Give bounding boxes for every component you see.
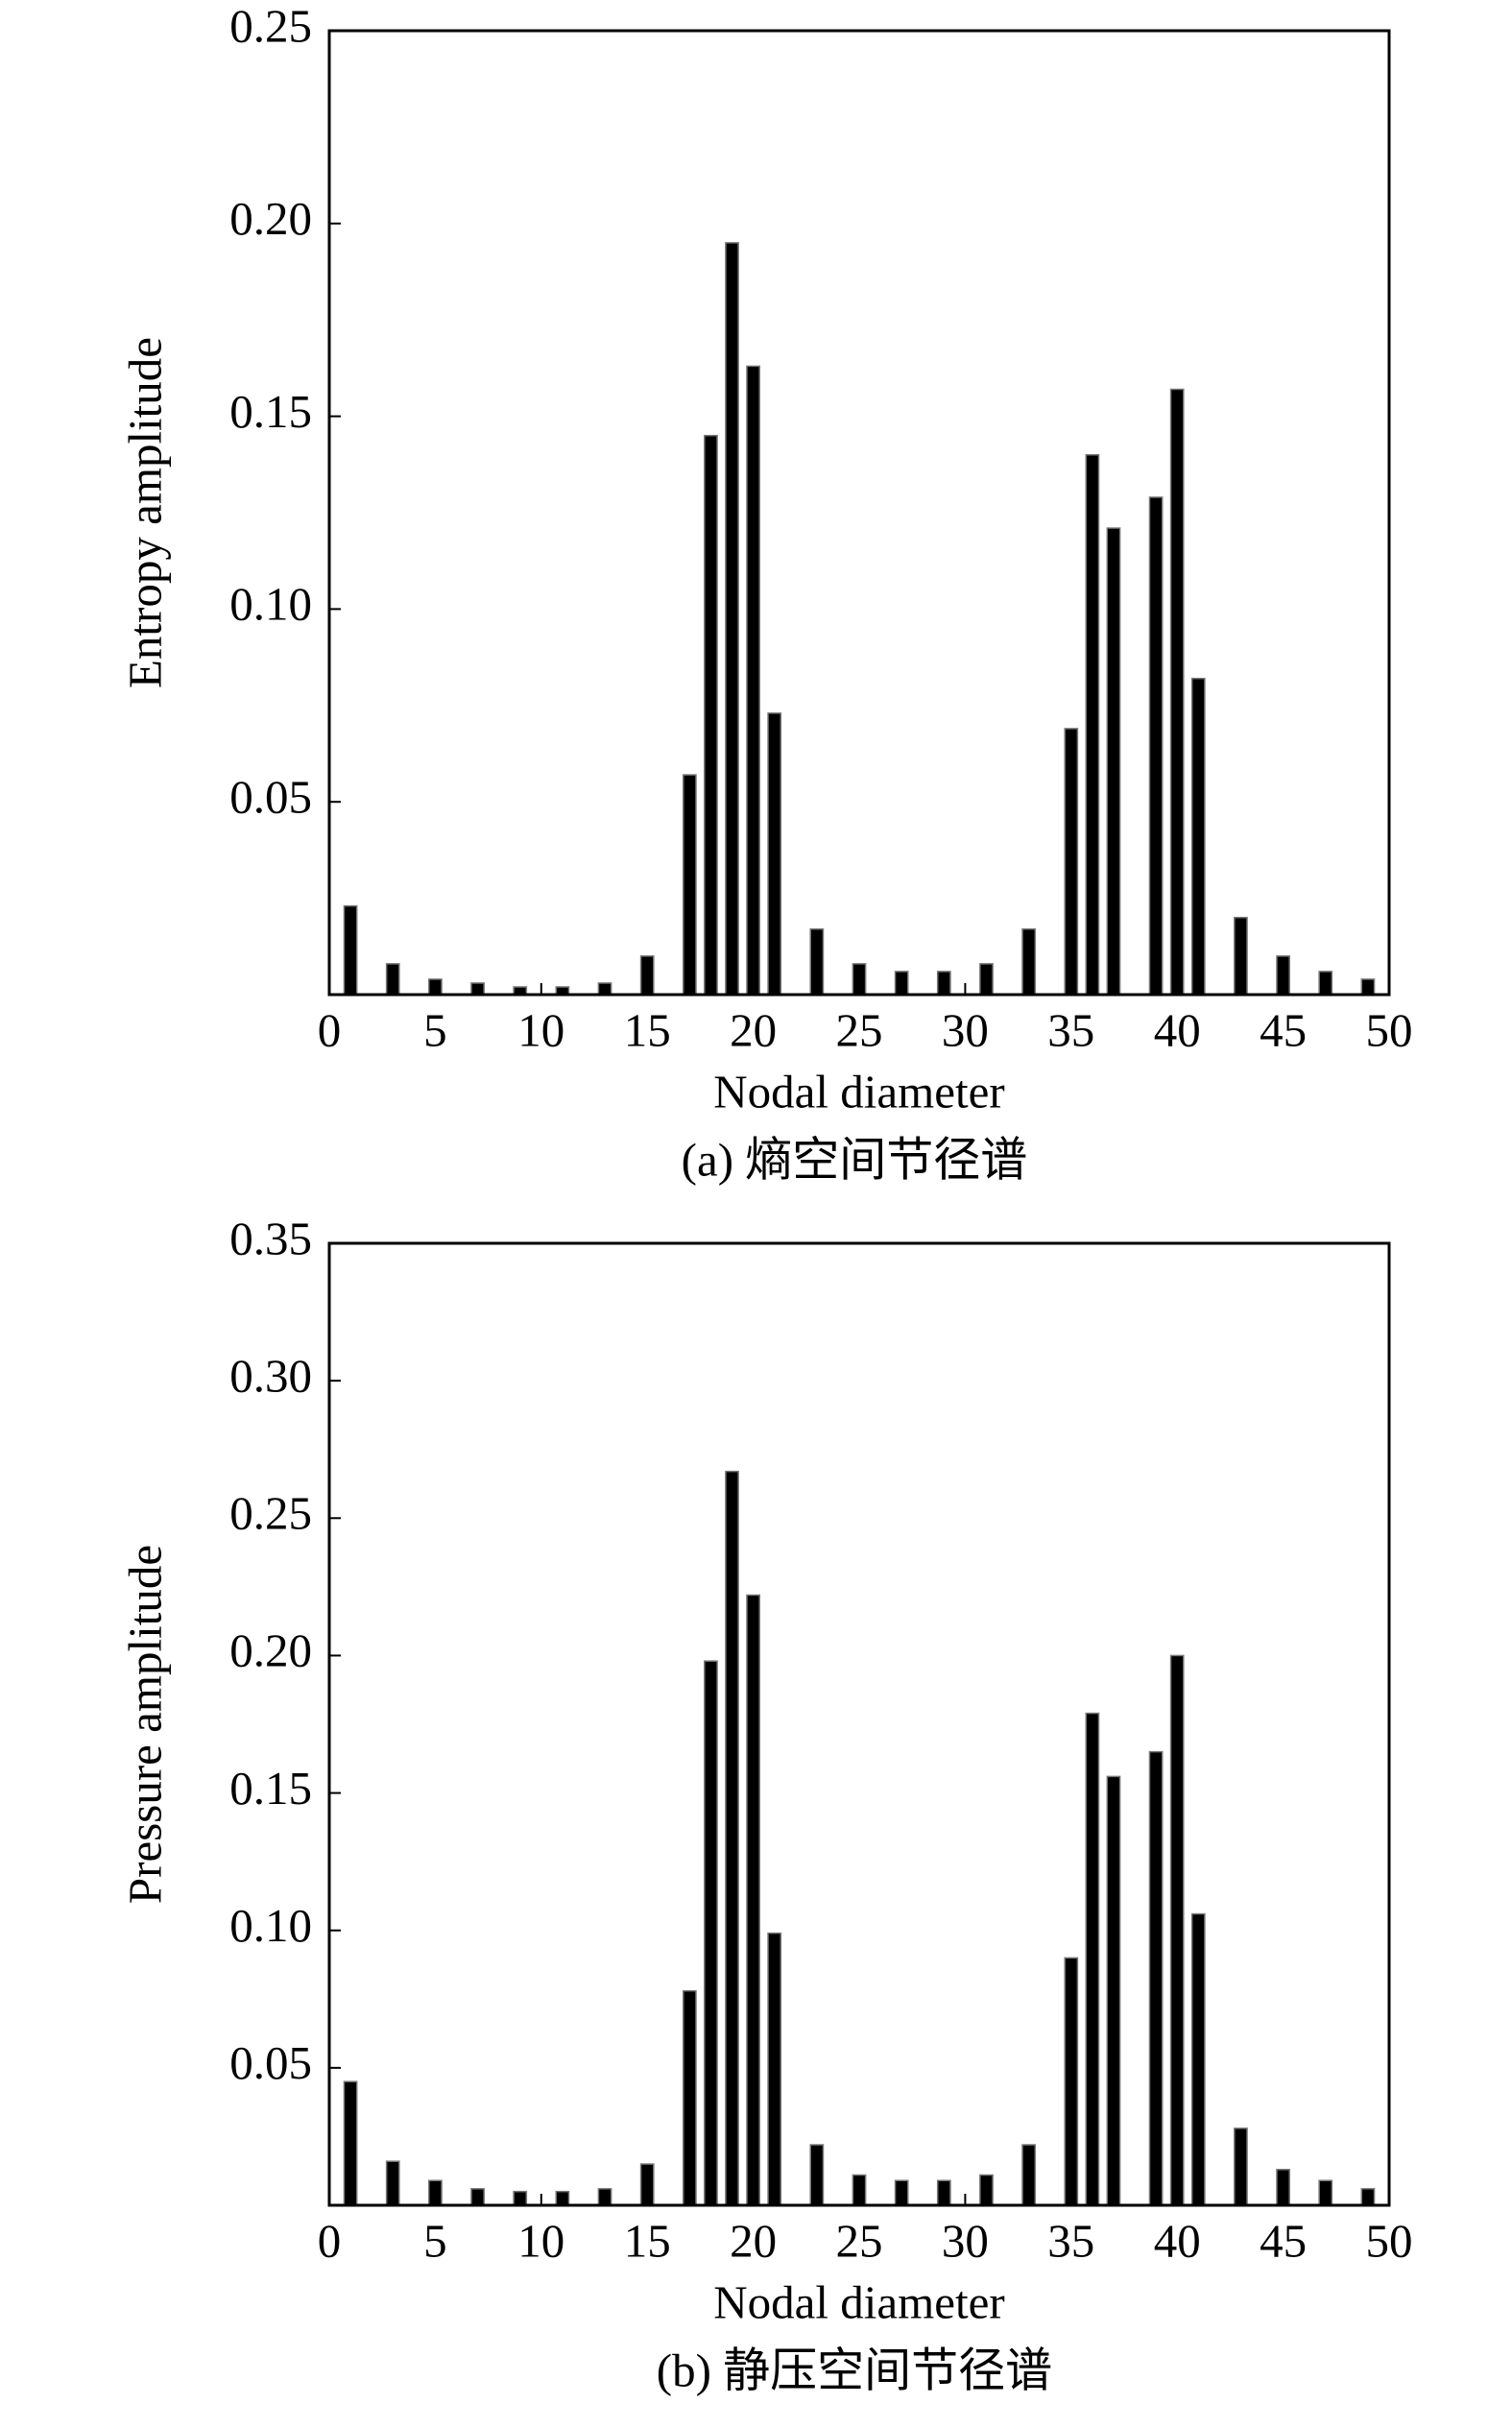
x-tick-label: 45 (1260, 2214, 1307, 2267)
y-tick-label: 0.25 (229, 1487, 312, 1540)
y-tick-label: 0.30 (229, 1349, 312, 1402)
bar (1148, 1750, 1164, 2206)
bar (343, 904, 358, 996)
x-tick-label: 10 (517, 1003, 564, 1056)
bar (1318, 2179, 1333, 2206)
y-tick-label: 0.20 (229, 1624, 312, 1677)
x-tick-label: 15 (624, 2214, 671, 2267)
bar (1318, 971, 1333, 996)
bar (343, 2080, 358, 2206)
y-tick-label: 0.25 (229, 0, 312, 52)
bar (470, 2188, 485, 2206)
plot-frame (327, 29, 1391, 997)
bar (1021, 2144, 1037, 2206)
x-tick-label: 30 (942, 2214, 989, 2267)
bar (725, 242, 739, 996)
bar (597, 982, 612, 996)
bar (936, 2179, 951, 2206)
bar (555, 2190, 570, 2206)
x-tick-label: 40 (1154, 2214, 1201, 2267)
chart-caption: (b) 静压空间节径谱 (657, 2344, 1052, 2396)
bar (1234, 916, 1248, 996)
y-tick-label: 0.35 (229, 1212, 312, 1264)
x-tick-label: 0 (318, 1003, 342, 1056)
bar (746, 365, 760, 996)
bar (1085, 454, 1100, 996)
bar (936, 971, 951, 996)
bar (704, 434, 718, 996)
bar (513, 2190, 528, 2206)
y-tick-label: 0.05 (229, 770, 312, 823)
bar (385, 963, 400, 996)
chart-caption: (a) 熵空间节径谱 (682, 1133, 1028, 1186)
bar (894, 2179, 909, 2206)
bar (470, 982, 485, 996)
bar (1169, 388, 1185, 996)
y-tick-label: 0.10 (229, 578, 312, 631)
x-tick-label: 30 (942, 1003, 989, 1056)
bar (1190, 677, 1206, 996)
chart: 0.05 0.10 0.15 0.20 0.25 0.30 0.35 0 5 10 15 20 25 30… (118, 1212, 1412, 2396)
x-axis-label: Nodal diameter (713, 2275, 1004, 2328)
bar (1148, 496, 1164, 996)
bar (704, 1660, 718, 2206)
x-tick-label: 50 (1366, 1003, 1413, 1056)
bar (1190, 1912, 1206, 2206)
bar (979, 2174, 994, 2206)
bar (809, 2144, 825, 2206)
x-tick-label: 25 (836, 1003, 883, 1056)
x-tick-label: 35 (1047, 1003, 1094, 1056)
bar (1085, 1712, 1100, 2206)
bar (809, 927, 825, 996)
y-tick-label: 0.20 (229, 192, 312, 245)
bar (1106, 1775, 1121, 2206)
bar (385, 2160, 400, 2206)
bar (597, 2188, 612, 2206)
x-tick-label: 35 (1047, 2214, 1094, 2267)
chart: 0.05 0.10 0.15 0.20 0.25 0 5 10 15 20 25 30 35 40 45 50… (118, 0, 1412, 1186)
x-tick-label: 50 (1366, 2214, 1413, 2267)
bar (1064, 728, 1079, 996)
bar (1360, 2188, 1376, 2206)
bar (767, 1932, 782, 2206)
x-tick-label: 5 (423, 1003, 447, 1056)
x-tick-label: 20 (730, 1003, 777, 1056)
bar (767, 712, 782, 996)
bar (746, 1594, 760, 2206)
bar (682, 774, 697, 996)
y-axis-label: Entropy amplitude (118, 337, 171, 688)
bar (1106, 527, 1121, 996)
x-tick-label: 45 (1260, 1003, 1307, 1056)
x-tick-label: 20 (730, 2214, 777, 2267)
x-tick-label: 15 (624, 1003, 671, 1056)
bar (979, 963, 994, 996)
plot-frame (327, 1241, 1391, 2207)
bar (1169, 1654, 1185, 2206)
bar (1360, 978, 1376, 996)
y-tick-label: 0.15 (229, 385, 312, 438)
y-tick-label: 0.10 (229, 1899, 312, 1952)
bar (682, 1989, 697, 2206)
x-tick-label: 10 (517, 2214, 564, 2267)
bar (1021, 927, 1037, 996)
bar (894, 971, 909, 996)
x-tick-label: 5 (423, 2214, 447, 2267)
x-tick-label: 40 (1154, 1003, 1201, 1056)
bar (1234, 2128, 1248, 2206)
bar (1064, 1957, 1079, 2206)
bar (725, 1470, 739, 2206)
x-axis-label: Nodal diameter (713, 1065, 1004, 1118)
y-tick-label: 0.15 (229, 1762, 312, 1815)
y-axis-label: Pressure amplitude (118, 1545, 171, 1904)
x-tick-label: 25 (836, 2214, 883, 2267)
x-tick-label: 0 (318, 2214, 342, 2267)
y-tick-label: 0.05 (229, 2036, 312, 2089)
